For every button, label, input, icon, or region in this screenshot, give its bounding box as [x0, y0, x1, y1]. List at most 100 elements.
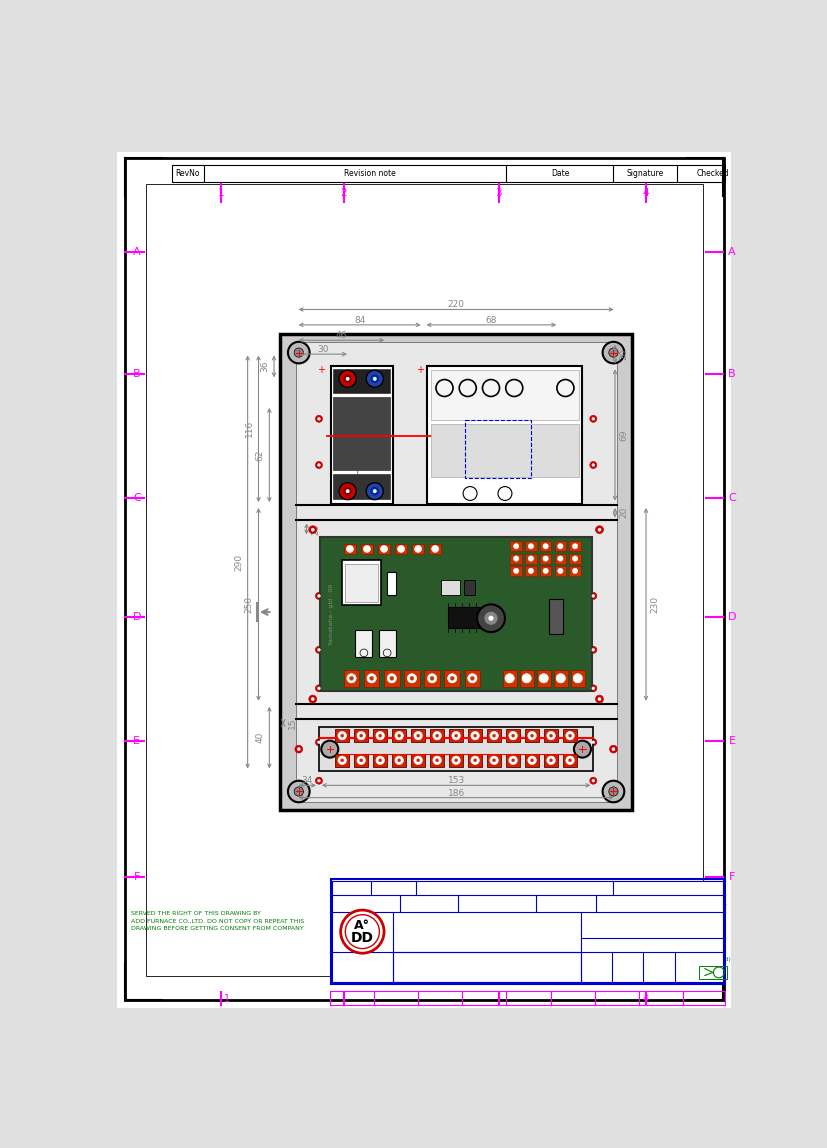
Circle shape: [530, 734, 533, 737]
Bar: [330, 879, 724, 984]
Circle shape: [528, 543, 533, 549]
Circle shape: [427, 674, 436, 683]
Bar: [467, 754, 481, 767]
Circle shape: [557, 543, 562, 549]
Text: HAI: HAI: [426, 902, 439, 912]
Circle shape: [356, 731, 365, 740]
Circle shape: [370, 375, 378, 382]
Bar: [332, 881, 723, 983]
Circle shape: [591, 687, 594, 690]
Circle shape: [591, 649, 594, 651]
Text: FENG-27/12/2020: FENG-27/12/2020: [467, 902, 534, 912]
Text: 116: 116: [245, 420, 254, 437]
Circle shape: [435, 734, 438, 737]
Circle shape: [589, 777, 596, 784]
Text: 6POINT-GAS-DECTOR-CONTROL-LAYOUT: 6POINT-GAS-DECTOR-CONTROL-LAYOUT: [618, 903, 727, 909]
Bar: [486, 729, 500, 743]
Circle shape: [435, 759, 438, 762]
Bar: [539, 566, 551, 576]
Text: A°: A°: [354, 918, 370, 932]
Bar: [424, 669, 439, 687]
Bar: [464, 420, 530, 478]
Circle shape: [528, 556, 533, 561]
Bar: [378, 630, 395, 657]
Text: F: F: [133, 872, 140, 882]
Circle shape: [546, 731, 555, 740]
Bar: [554, 566, 566, 576]
Bar: [562, 754, 576, 767]
Circle shape: [370, 488, 378, 495]
Text: 90: 90: [365, 461, 376, 471]
Circle shape: [308, 696, 316, 703]
Text: 36: 36: [260, 360, 269, 372]
Text: https://www.add-furnace.com   sales@add-furnace.com: https://www.add-furnace.com sales@add-fu…: [409, 938, 562, 944]
Text: 84: 84: [353, 316, 365, 325]
Text: Edition: Edition: [616, 956, 638, 962]
Bar: [698, 965, 726, 979]
Circle shape: [315, 592, 322, 599]
Text: Yamataha - gld - 09: Yamataha - gld - 09: [328, 584, 333, 645]
Text: 2: 2: [340, 188, 347, 199]
Bar: [448, 606, 483, 628]
Bar: [548, 599, 562, 634]
Text: 186: 186: [447, 789, 464, 798]
Text: 0: 0: [624, 965, 629, 975]
Text: 68: 68: [485, 316, 496, 325]
Text: 3: 3: [495, 188, 501, 199]
Circle shape: [288, 781, 309, 802]
Circle shape: [543, 556, 547, 561]
Bar: [330, 366, 392, 504]
Circle shape: [589, 646, 596, 653]
Circle shape: [589, 739, 596, 746]
Bar: [431, 425, 578, 476]
Text: File name: File name: [548, 897, 582, 903]
Text: 1x: 1x: [590, 965, 600, 975]
Circle shape: [337, 731, 346, 740]
Circle shape: [378, 734, 381, 737]
Bar: [392, 729, 406, 743]
Circle shape: [311, 528, 314, 532]
Circle shape: [375, 757, 384, 765]
Circle shape: [504, 674, 514, 683]
Text: L: L: [340, 497, 344, 503]
Circle shape: [511, 734, 514, 737]
Circle shape: [513, 556, 519, 561]
Circle shape: [356, 757, 365, 765]
Text: HDR-60-12: HDR-60-12: [476, 445, 518, 455]
Circle shape: [416, 759, 419, 762]
Text: Tel:02-289-3472  Fax:02-889-3258: Tel:02-289-3472 Fax:02-889-3258: [438, 945, 533, 951]
Circle shape: [511, 759, 514, 762]
Text: 34: 34: [301, 776, 313, 785]
Circle shape: [337, 757, 346, 765]
Bar: [524, 754, 538, 767]
Bar: [539, 553, 551, 564]
Bar: [342, 560, 380, 605]
Circle shape: [589, 685, 596, 692]
Text: TITLE: TITLE: [661, 895, 684, 905]
Circle shape: [452, 757, 460, 765]
Bar: [373, 754, 387, 767]
Text: 46: 46: [335, 331, 347, 340]
Bar: [404, 669, 419, 687]
Text: Title/Name, designation, material, dimension etc: Title/Name, designation, material, dimen…: [420, 883, 607, 892]
Bar: [569, 553, 581, 564]
Circle shape: [591, 464, 594, 466]
Text: DRAWING BEFORE GETTING CONSENT FROM COMPANY: DRAWING BEFORE GETTING CONSENT FROM COMP…: [131, 926, 303, 931]
Bar: [562, 729, 576, 743]
Bar: [509, 541, 521, 551]
Circle shape: [315, 416, 322, 422]
Circle shape: [414, 545, 421, 552]
Circle shape: [318, 464, 320, 466]
Circle shape: [297, 747, 300, 751]
Bar: [387, 572, 396, 595]
Text: ADD FURNACE CO.,LTD.: ADD FURNACE CO.,LTD.: [404, 925, 567, 938]
Circle shape: [565, 731, 574, 740]
Circle shape: [597, 528, 600, 532]
Text: View(Third): View(Third): [696, 956, 731, 962]
Circle shape: [591, 779, 594, 782]
Circle shape: [556, 674, 565, 683]
Text: E: E: [728, 736, 734, 746]
Circle shape: [572, 674, 581, 683]
Circle shape: [471, 731, 479, 740]
Circle shape: [431, 545, 438, 552]
